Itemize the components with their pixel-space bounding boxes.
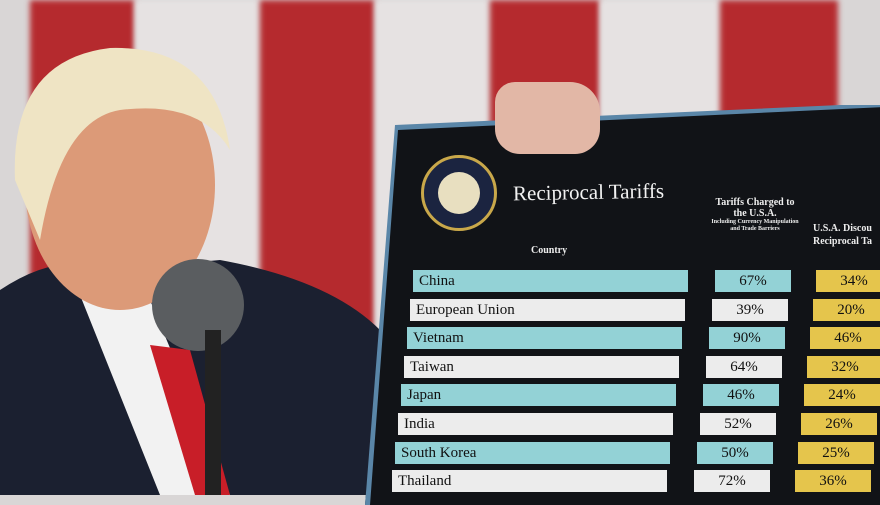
reciprocal-tariff: 26% (801, 413, 877, 435)
reciprocal-tariff: 20% (813, 298, 880, 321)
reciprocal-tariff: 36% (795, 470, 871, 493)
tariff-charged: 90% (709, 327, 785, 350)
country-name: South Korea (395, 441, 670, 464)
reciprocal-tariff: 46% (810, 327, 880, 350)
tariff-charged: 46% (703, 384, 779, 407)
header-country: Country (531, 245, 568, 256)
reciprocal-tariff: 25% (798, 441, 874, 464)
country-name: Taiwan (404, 355, 679, 378)
tariff-board: Reciprocal Tariffs Country Tariffs Charg… (365, 105, 880, 505)
tariff-charged: 39% (712, 298, 788, 321)
microphone (152, 259, 244, 351)
reciprocal-tariff: 24% (804, 384, 880, 407)
tariff-charged: 50% (697, 441, 773, 464)
tariff-charged: 64% (706, 355, 782, 378)
reciprocal-tariff: 32% (807, 355, 880, 378)
country-name: Vietnam (407, 327, 682, 350)
presidential-seal-icon (421, 155, 497, 231)
country-name: Japan (401, 384, 676, 407)
speaker-figure (0, 47, 380, 495)
country-name: India (398, 413, 673, 435)
tariff-charged: 67% (715, 270, 791, 292)
country-name: China (413, 270, 688, 292)
country-name: Thailand (392, 470, 667, 493)
reciprocal-tariff: 34% (816, 270, 880, 292)
tariff-charged: 72% (694, 470, 770, 493)
country-name: European Union (410, 298, 685, 321)
tariff-charged: 52% (700, 413, 776, 435)
hand (495, 82, 600, 154)
header-charged: Tariffs Charged to the U.S.A. Including … (711, 197, 799, 232)
board-title: Reciprocal Tariffs (512, 178, 665, 206)
header-discounted: U.S.A. Discou Reciprocal Ta (813, 223, 872, 247)
